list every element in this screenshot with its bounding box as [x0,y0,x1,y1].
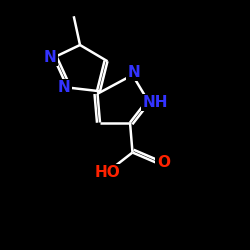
Text: O: O [157,155,170,170]
Text: N: N [128,65,140,80]
Text: HO: HO [94,165,120,180]
Text: N: N [58,80,70,95]
Text: NH: NH [142,95,168,110]
Text: N: N [44,50,56,65]
